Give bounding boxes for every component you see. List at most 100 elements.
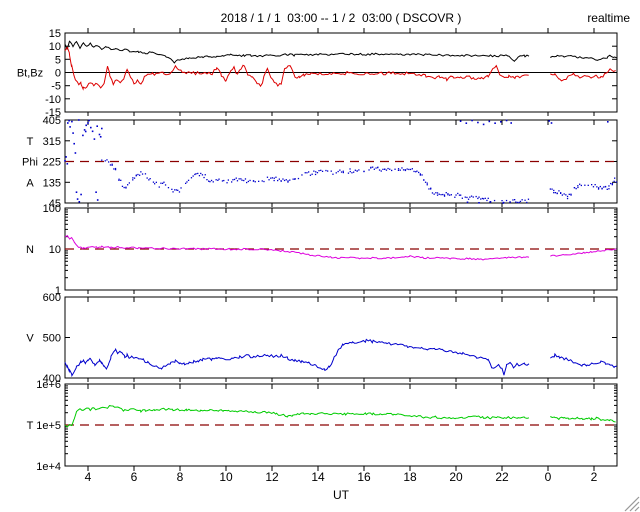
y-tick-label-temp: 1e+6	[36, 379, 61, 391]
y-tick-label-density: 1	[55, 285, 61, 297]
y-tick-label-density: 10	[49, 244, 61, 256]
scatter-point	[477, 121, 479, 124]
scatter-point	[75, 191, 78, 193]
scatter-point	[510, 122, 512, 124]
y-axis-name-V: V	[26, 333, 34, 345]
scatter-point	[84, 130, 87, 133]
x-tick-label: 14	[311, 470, 325, 484]
scatter-point	[67, 122, 69, 124]
panel-density: 100 10 1 N	[26, 203, 618, 297]
panel-phi: 405 315 225 135 45 T Phi A	[22, 115, 618, 210]
y-tick-label-phi: 315	[43, 136, 61, 148]
scatter-point	[607, 121, 609, 123]
scatter-point	[88, 119, 90, 122]
scatter-point	[71, 120, 73, 123]
y-tick-label-mag: -15	[45, 107, 61, 119]
y-tick-label-phi: 135	[43, 177, 61, 189]
scatter-point	[69, 126, 71, 128]
y-axis-name-T: T	[27, 136, 34, 148]
y-tick-label-speed: 500	[43, 333, 61, 345]
series-Phi-phi	[64, 119, 618, 204]
y-tick-label-mag: -5	[51, 81, 61, 93]
y-tick-label-mag: -10	[45, 94, 61, 106]
series-T-temp	[64, 405, 616, 428]
scatter-point	[505, 119, 508, 122]
y-tick-label-mag: 5	[55, 54, 61, 66]
scatter-point	[96, 125, 98, 127]
scatter-point	[459, 120, 462, 122]
panel-frame	[64, 296, 618, 379]
x-tick-label: 12	[265, 470, 279, 484]
scatter-point	[74, 152, 77, 154]
scatter-point	[478, 202, 480, 204]
x-axis-label: UT	[333, 488, 350, 502]
scatter-point	[489, 201, 492, 203]
scatter-point	[76, 198, 79, 200]
x-tick-label: 10	[219, 470, 233, 484]
scatter-point	[73, 142, 75, 145]
realtime-tag: realtime	[587, 11, 630, 25]
series-V-speed	[64, 338, 617, 378]
resize-grip-icon[interactable]	[624, 496, 640, 512]
x-tick-label: 4	[85, 470, 92, 484]
scatter-point	[68, 119, 70, 122]
y-axis-name-T: T	[27, 420, 34, 432]
scatter-point	[502, 202, 504, 204]
series-group	[64, 40, 618, 428]
x-tick-label: 22	[495, 470, 509, 484]
scatter-point	[509, 201, 511, 203]
x-tick-label: 20	[449, 470, 463, 484]
scatter-point	[500, 121, 502, 123]
y-tick-label-speed: 400	[43, 373, 61, 385]
y-tick-label-phi: 225	[43, 157, 61, 169]
scatter-point	[548, 120, 550, 122]
y-axis-name-N: N	[26, 244, 34, 256]
scatter-point	[90, 126, 92, 129]
scatter-point	[78, 201, 81, 203]
y-tick-label-mag: 0	[55, 68, 61, 80]
y-tick-label-temp: 1e+5	[36, 420, 61, 432]
x-tick-label: 2	[591, 470, 598, 484]
series-N-density	[64, 234, 617, 261]
scatter-point	[482, 123, 485, 126]
y-axis-name-Phi: Phi	[22, 157, 38, 169]
scatter-point	[471, 119, 473, 122]
series-Bt-mag	[64, 40, 617, 64]
scatter-point	[93, 138, 96, 140]
scatter-point	[98, 133, 101, 136]
scatter-point	[82, 134, 84, 137]
scatter-point	[78, 119, 80, 121]
panels-group: 151050-5-10-15Bt,Bz40531522513545TPhiA10…	[17, 28, 618, 484]
scatter-point	[550, 122, 553, 124]
scatter-point	[99, 136, 102, 138]
y-tick-label-phi: 45	[49, 198, 61, 210]
scatter-point	[96, 199, 99, 201]
scatter-point	[64, 160, 66, 162]
y-tick-label-phi: 405	[43, 115, 61, 127]
x-tick-label: 18	[403, 470, 417, 484]
plot-title: 2018 / 1 / 1 03:00 -- 1 / 2 03:00 ( DSCO…	[221, 11, 462, 25]
y-axis-name-Bt,Bz: Bt,Bz	[17, 68, 43, 80]
x-tick-label: 6	[131, 470, 138, 484]
panel-temp: 1e+6 1e+5 1e+4 T 4 6 8 10 12 14 16 18 20 22 0 2	[27, 379, 618, 484]
y-tick-label-mag: 15	[49, 28, 61, 40]
scatter-point	[85, 124, 87, 127]
x-tick-label: 8	[177, 470, 184, 484]
scatter-point	[87, 122, 89, 124]
x-tick-label: 16	[357, 470, 371, 484]
x-tick-label: 0	[545, 470, 552, 484]
scatter-point	[488, 120, 491, 123]
scatter-point	[66, 163, 69, 165]
scatter-point	[83, 129, 86, 131]
y-tick-label-mag: 10	[49, 41, 61, 53]
scatter-point	[494, 122, 496, 124]
scatter-point	[95, 191, 97, 193]
panel-speed: 600 500 400 V	[26, 292, 618, 385]
y-tick-label-temp: 1e+4	[36, 461, 61, 473]
y-tick-label-density: 100	[43, 203, 61, 215]
series-Bz-mag	[64, 46, 616, 91]
scatter-point	[466, 201, 469, 204]
